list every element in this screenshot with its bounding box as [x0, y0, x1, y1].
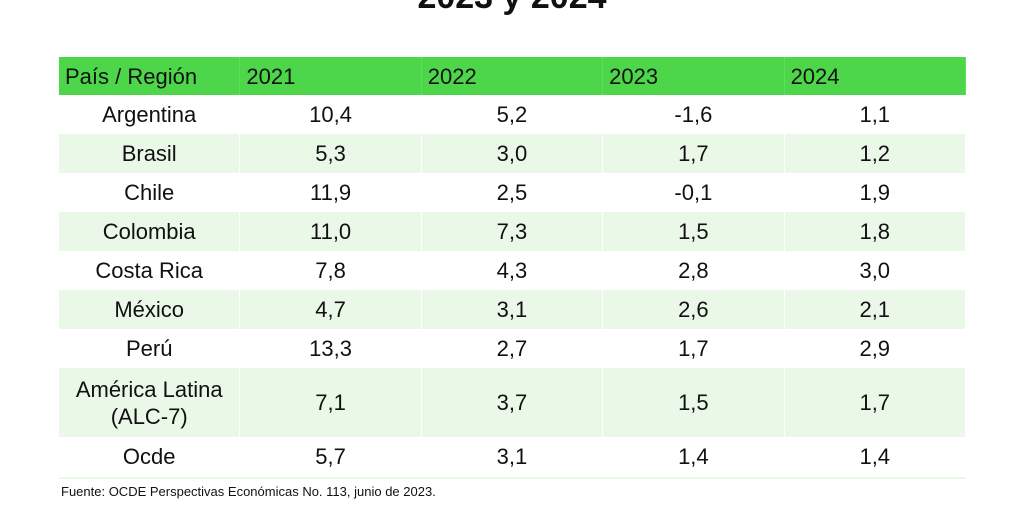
- cell-value: 1,7: [603, 329, 785, 368]
- table-row: Chile 11,9 2,5 -0,1 1,9: [59, 173, 966, 212]
- row-label: Colombia: [59, 212, 241, 251]
- column-header: País / Región: [59, 57, 241, 95]
- cell-value: 7,3: [422, 212, 604, 251]
- cell-value: 2,6: [603, 290, 785, 329]
- column-header: 2021: [240, 57, 422, 95]
- table-row: Ocde 5,7 3,1 1,4 1,4: [59, 437, 966, 476]
- column-header: 2022: [422, 57, 604, 95]
- cell-value: 10,4: [240, 95, 422, 134]
- cell-value: 2,9: [785, 329, 966, 368]
- cell-value: 5,2: [422, 95, 604, 134]
- row-label: Chile: [59, 173, 241, 212]
- row-label: Brasil: [59, 134, 241, 173]
- row-label: América Latina (ALC-7): [59, 368, 241, 437]
- table: País / Región 2021 2022 2023 2024 Argentina 10…: [59, 57, 966, 476]
- cell-value: 1,9: [785, 173, 966, 212]
- cell-value: 1,4: [603, 437, 785, 476]
- row-label: Perú: [59, 329, 241, 368]
- cell-value: 1,7: [603, 134, 785, 173]
- cell-value: 2,8: [603, 251, 785, 290]
- cell-value: 3,1: [422, 290, 604, 329]
- table-row: Perú 13,3 2,7 1,7 2,9: [59, 329, 966, 368]
- cell-value: 4,7: [240, 290, 422, 329]
- title: 2023 y 2024: [0, 0, 1024, 17]
- table-end-line: [59, 477, 966, 479]
- table-row: Argentina 10,4 5,2 -1,6 1,1: [59, 95, 966, 134]
- table-row: México 4,7 3,1 2,6 2,1: [59, 290, 966, 329]
- table-row: América Latina (ALC-7) 7,1 3,7 1,5 1,7: [59, 368, 966, 437]
- cell-value: 11,9: [240, 173, 422, 212]
- row-label: México: [59, 290, 241, 329]
- cell-value: -0,1: [603, 173, 785, 212]
- cell-value: 13,3: [240, 329, 422, 368]
- cell-value: 2,7: [422, 329, 604, 368]
- cell-value: 4,3: [422, 251, 604, 290]
- source-note: Fuente: OCDE Perspectivas Económicas No.…: [61, 484, 436, 499]
- cell-value: -1,6: [603, 95, 785, 134]
- cell-value: 1,5: [603, 212, 785, 251]
- cell-value: 7,1: [240, 368, 422, 437]
- cell-value: 2,5: [422, 173, 604, 212]
- row-label: Costa Rica: [59, 251, 241, 290]
- cell-value: 3,1: [422, 437, 604, 476]
- cell-value: 7,8: [240, 251, 422, 290]
- column-header: 2024: [785, 57, 966, 95]
- cell-value: 1,4: [785, 437, 966, 476]
- cell-value: 5,3: [240, 134, 422, 173]
- table-row: Brasil 5,3 3,0 1,7 1,2: [59, 134, 966, 173]
- cell-value: 1,2: [785, 134, 966, 173]
- row-label: Argentina: [59, 95, 241, 134]
- cell-value: 5,7: [240, 437, 422, 476]
- cell-value: 1,8: [785, 212, 966, 251]
- table-row: Costa Rica 7,8 4,3 2,8 3,0: [59, 251, 966, 290]
- cell-value: 2,1: [785, 290, 966, 329]
- cell-value: 1,5: [603, 368, 785, 437]
- row-label: Ocde: [59, 437, 241, 476]
- table-row: Colombia 11,0 7,3 1,5 1,8: [59, 212, 966, 251]
- cell-value: 1,1: [785, 95, 966, 134]
- cell-value: 3,0: [422, 134, 604, 173]
- cell-value: 3,0: [785, 251, 966, 290]
- column-header: 2023: [603, 57, 785, 95]
- cell-value: 3,7: [422, 368, 604, 437]
- header-row: País / Región 2021 2022 2023 2024: [59, 57, 966, 95]
- cell-value: 11,0: [240, 212, 422, 251]
- cell-value: 1,7: [785, 368, 966, 437]
